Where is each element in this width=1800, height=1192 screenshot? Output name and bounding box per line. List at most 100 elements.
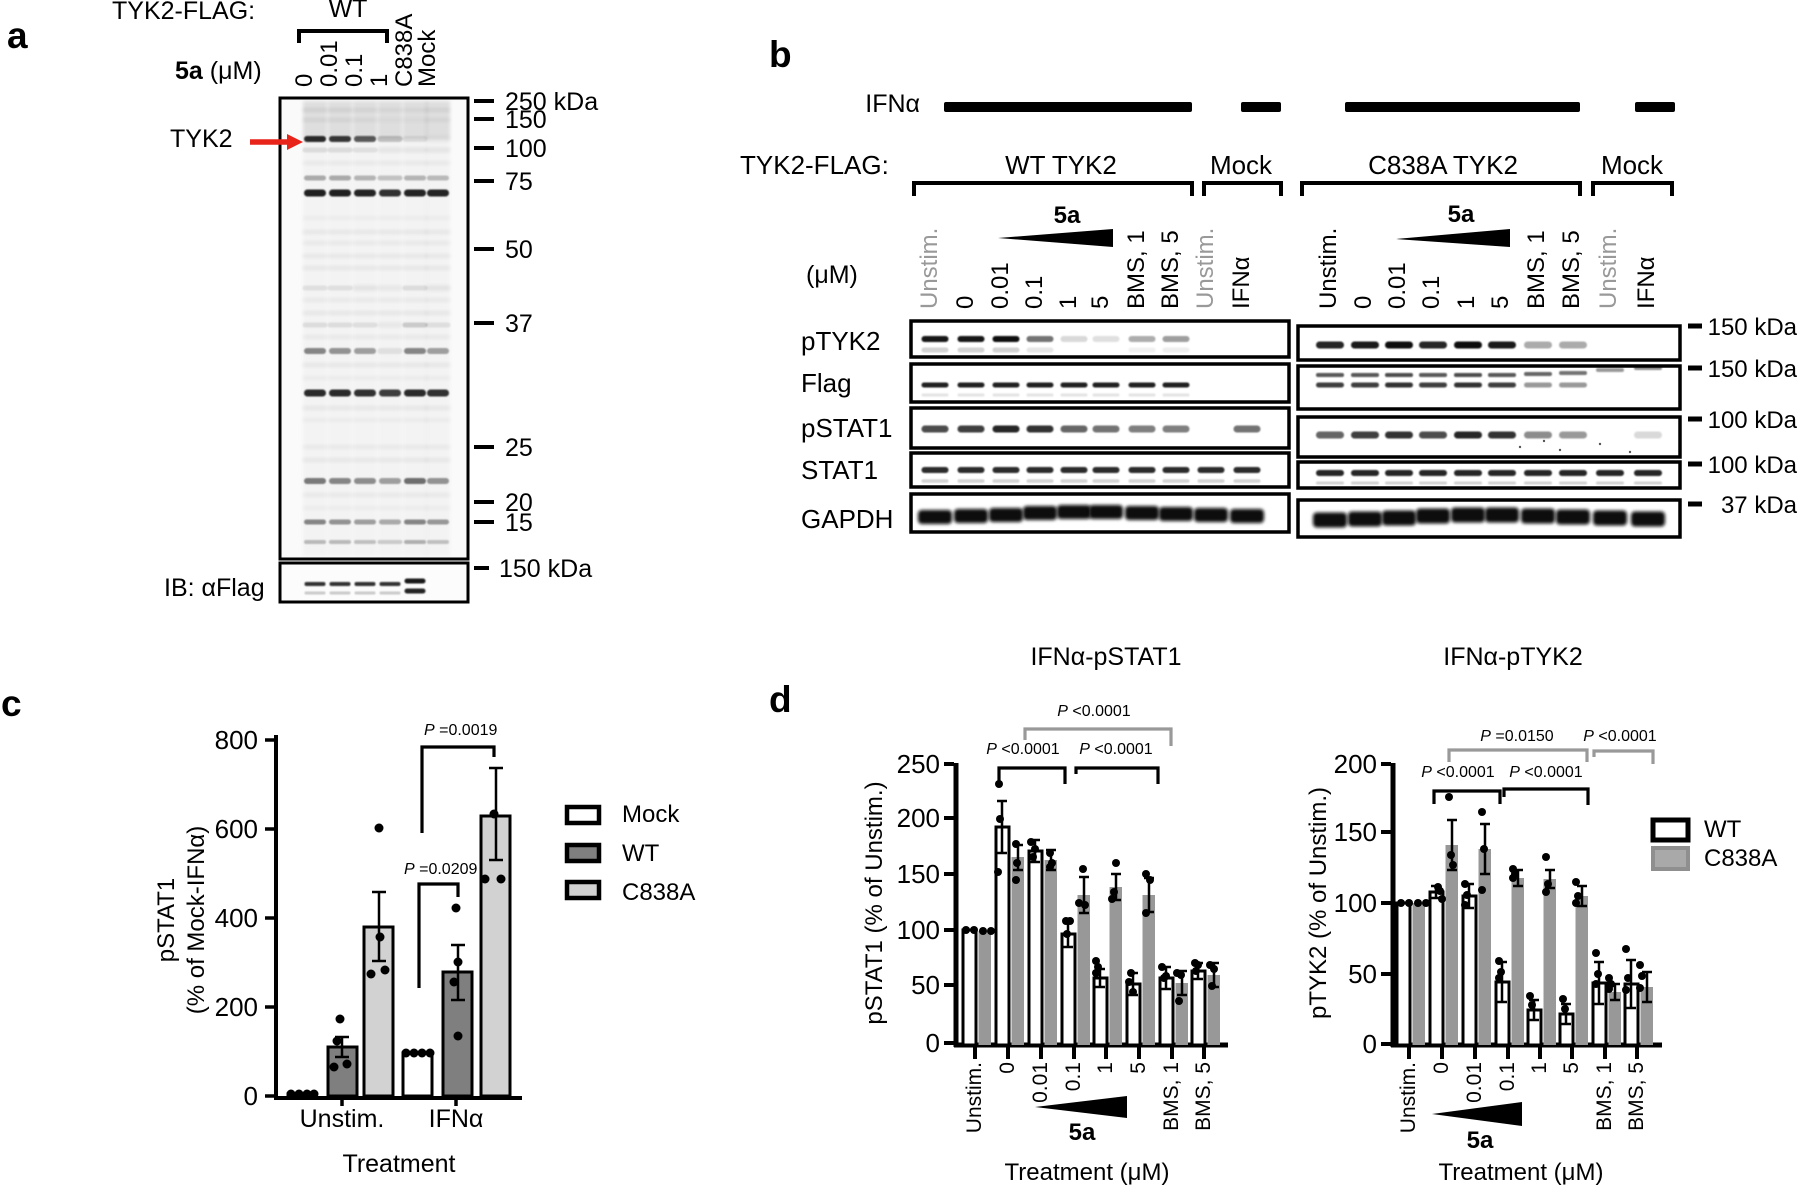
- svg-text:1: 1: [1453, 296, 1480, 309]
- svg-text:pTYK2 (% of Unstim.): pTYK2 (% of Unstim.): [1305, 787, 1332, 1019]
- svg-text:TYK2-FLAG:: TYK2-FLAG:: [112, 0, 255, 25]
- svg-text:0: 0: [996, 1062, 1019, 1074]
- svg-text:WT: WT: [1704, 816, 1742, 843]
- svg-text:0: 0: [244, 1081, 258, 1111]
- svg-text:150 kDa: 150 kDa: [499, 555, 592, 583]
- svg-text:pSTAT1 (% of Unstim.): pSTAT1 (% of Unstim.): [861, 781, 888, 1024]
- svg-text:0.1: 0.1: [1062, 1062, 1085, 1091]
- svg-text:0.01: 0.01: [1029, 1062, 1052, 1103]
- svg-text:BMS, 1: BMS, 1: [1160, 1062, 1183, 1131]
- svg-text:5: 5: [1487, 296, 1514, 309]
- svg-text:1: 1: [1528, 1062, 1551, 1074]
- svg-text:P =0.0209: P =0.0209: [404, 861, 478, 878]
- svg-text:IFNα: IFNα: [865, 90, 920, 118]
- svg-text:400: 400: [215, 903, 258, 933]
- svg-text:0.1: 0.1: [1418, 276, 1445, 309]
- svg-text:0.1: 0.1: [1496, 1062, 1519, 1091]
- svg-text:100 kDa: 100 kDa: [1708, 452, 1798, 479]
- svg-text:P =0.0150: P =0.0150: [1480, 728, 1554, 745]
- svg-text:5: 5: [1087, 296, 1114, 309]
- svg-text:Unstim.: Unstim.: [1315, 228, 1342, 309]
- svg-text:20: 20: [505, 489, 533, 517]
- svg-text:50: 50: [911, 970, 940, 1000]
- svg-text:200: 200: [215, 992, 258, 1022]
- svg-text:15: 15: [505, 509, 533, 537]
- svg-text:150 kDa: 150 kDa: [1708, 356, 1798, 383]
- svg-text:50: 50: [505, 236, 533, 264]
- svg-text:5a: 5a: [1069, 1119, 1096, 1146]
- svg-text:100: 100: [505, 135, 547, 163]
- svg-text:BMS, 1: BMS, 1: [1593, 1062, 1616, 1131]
- svg-text:600: 600: [215, 814, 258, 844]
- svg-text:100: 100: [1334, 888, 1377, 918]
- svg-text:200: 200: [1334, 749, 1377, 779]
- svg-text:Unstim.: Unstim.: [300, 1105, 385, 1133]
- svg-text:0.01: 0.01: [1384, 262, 1411, 309]
- svg-text:Unstim.: Unstim.: [916, 228, 943, 309]
- svg-text:0: 0: [1363, 1029, 1377, 1059]
- svg-text:Mock: Mock: [622, 801, 680, 828]
- svg-text:a: a: [7, 15, 28, 56]
- svg-text:BMS, 1: BMS, 1: [1523, 230, 1550, 309]
- svg-text:0.1: 0.1: [341, 54, 368, 87]
- svg-text:Unstim.: Unstim.: [1192, 228, 1219, 309]
- svg-text:5a: 5a: [1054, 202, 1081, 229]
- svg-text:WT TYK2: WT TYK2: [1005, 150, 1117, 180]
- svg-text:C838A TYK2: C838A TYK2: [1368, 150, 1518, 180]
- svg-text:BMS, 5: BMS, 5: [1625, 1062, 1648, 1131]
- svg-text:BMS, 5: BMS, 5: [1192, 1062, 1215, 1131]
- svg-text:pSTAT1: pSTAT1: [153, 878, 180, 962]
- svg-text:c: c: [1, 683, 22, 724]
- svg-text:WT: WT: [622, 840, 660, 867]
- svg-text:1: 1: [366, 74, 393, 87]
- svg-text:0: 0: [291, 74, 318, 87]
- svg-text:TYK2-FLAG:: TYK2-FLAG:: [740, 150, 889, 180]
- svg-text:200: 200: [897, 803, 940, 833]
- svg-text:Flag: Flag: [801, 368, 852, 398]
- svg-text:150: 150: [1334, 817, 1377, 847]
- svg-text:0.01: 0.01: [987, 262, 1014, 309]
- svg-text:250: 250: [897, 749, 940, 779]
- svg-text:37 kDa: 37 kDa: [1721, 492, 1798, 519]
- svg-text:(% of Mock-IFNα): (% of Mock-IFNα): [183, 826, 210, 1015]
- svg-text:100: 100: [897, 915, 940, 945]
- svg-text:50: 50: [1348, 959, 1377, 989]
- svg-text:Mock: Mock: [414, 29, 441, 87]
- svg-text:pSTAT1: pSTAT1: [801, 413, 893, 443]
- svg-text:150 kDa: 150 kDa: [1708, 314, 1798, 341]
- svg-text:P <0.0001: P <0.0001: [1583, 728, 1657, 745]
- svg-text:(μM): (μM): [806, 261, 858, 289]
- svg-text:b: b: [769, 34, 792, 75]
- svg-text:1: 1: [1094, 1062, 1117, 1074]
- svg-text:5: 5: [1127, 1062, 1150, 1074]
- svg-text:BMS, 1: BMS, 1: [1123, 230, 1150, 309]
- svg-text:75: 75: [505, 168, 533, 196]
- svg-text:IFNα: IFNα: [1228, 256, 1255, 309]
- svg-text:Unstim.: Unstim.: [1595, 228, 1622, 309]
- svg-text:P <0.0001: P <0.0001: [986, 741, 1060, 758]
- svg-text:STAT1: STAT1: [801, 455, 878, 485]
- svg-text:0: 0: [926, 1028, 940, 1058]
- svg-text:P <0.0001: P <0.0001: [1079, 741, 1153, 758]
- svg-text:5a (μM): 5a (μM): [175, 57, 262, 85]
- svg-text:P <0.0001: P <0.0001: [1421, 764, 1495, 781]
- svg-text:C838A: C838A: [1704, 845, 1777, 872]
- svg-text:IFNα: IFNα: [1633, 256, 1660, 309]
- svg-text:150: 150: [505, 106, 547, 134]
- svg-text:C838A: C838A: [391, 14, 418, 87]
- svg-text:0: 0: [952, 296, 979, 309]
- svg-text:0.1: 0.1: [1021, 276, 1048, 309]
- svg-text:IFNα-pSTAT1: IFNα-pSTAT1: [1030, 643, 1181, 671]
- svg-text:GAPDH: GAPDH: [801, 504, 893, 534]
- svg-text:0: 0: [1430, 1062, 1453, 1074]
- svg-text:C838A: C838A: [622, 879, 695, 906]
- svg-text:5: 5: [1560, 1062, 1583, 1074]
- svg-text:P <0.0001: P <0.0001: [1509, 764, 1583, 781]
- svg-text:25: 25: [505, 434, 533, 462]
- svg-text:Treatment (μM): Treatment (μM): [1005, 1159, 1170, 1186]
- svg-text:Mock: Mock: [1601, 150, 1664, 180]
- svg-text:IFNα-pTYK2: IFNα-pTYK2: [1443, 643, 1582, 671]
- svg-text:Treatment (μM): Treatment (μM): [1439, 1159, 1604, 1186]
- svg-text:BMS, 5: BMS, 5: [1558, 230, 1585, 309]
- svg-text:P =0.0019: P =0.0019: [424, 722, 498, 739]
